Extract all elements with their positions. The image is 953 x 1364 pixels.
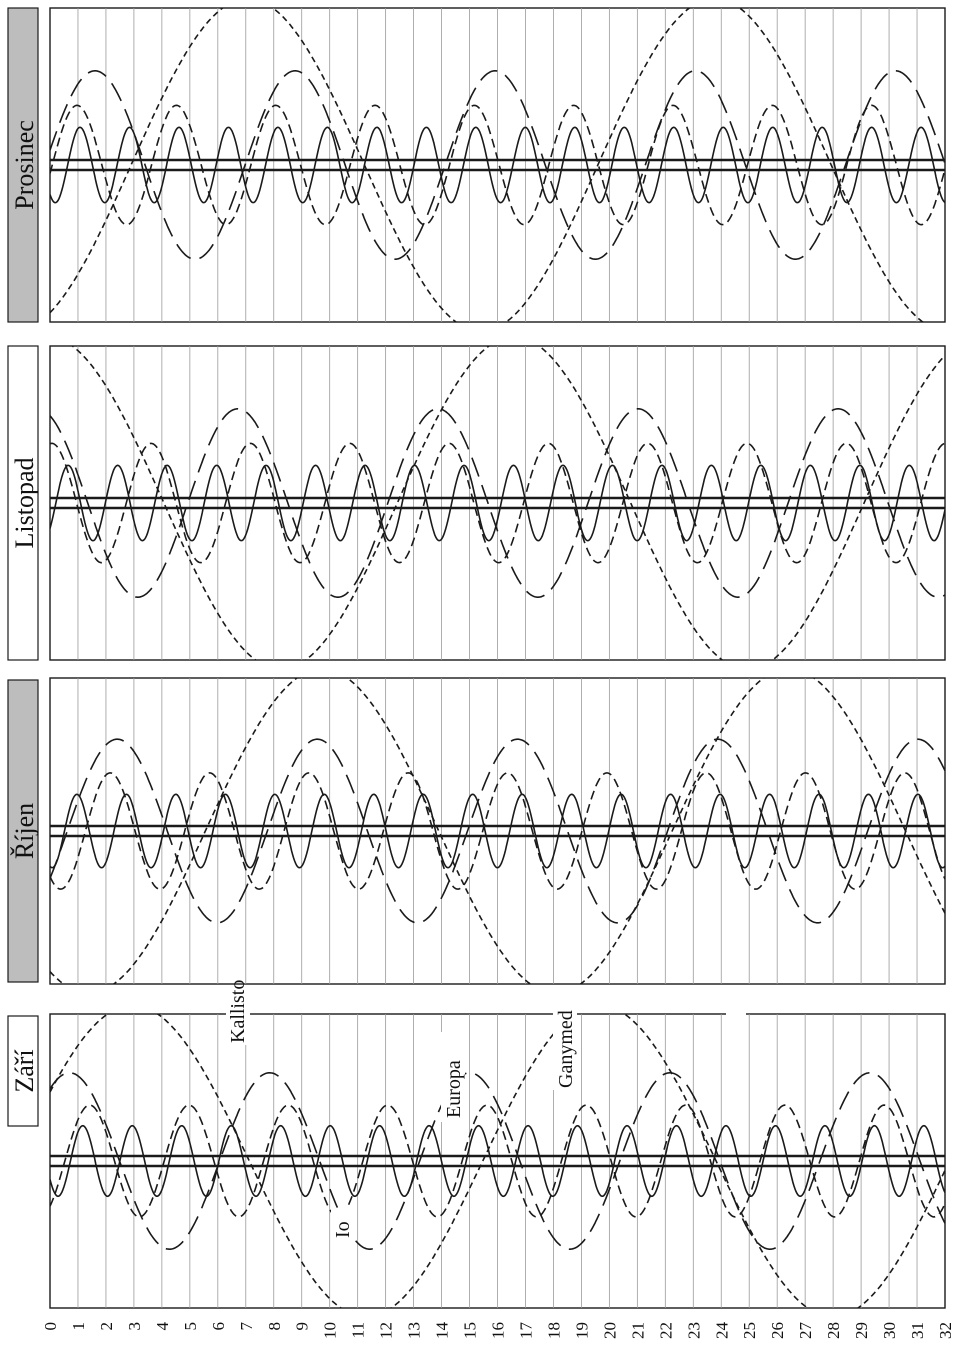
day-tick-30: 30 xyxy=(880,1322,899,1339)
curves xyxy=(50,678,945,984)
month-label: Prosinec xyxy=(10,120,39,210)
moon-label-ganymed: Ganymed xyxy=(555,1010,577,1088)
day-tick-32: 32 xyxy=(936,1322,953,1339)
day-tick-27: 27 xyxy=(796,1322,815,1340)
day-tick-15: 15 xyxy=(461,1322,480,1339)
curve-Ganymed xyxy=(50,408,945,598)
day-tick-26: 26 xyxy=(768,1322,787,1339)
day-tick-28: 28 xyxy=(824,1322,843,1339)
moon-label-io: Io xyxy=(332,1221,354,1238)
day-tick-10: 10 xyxy=(321,1322,340,1339)
curve-Io xyxy=(50,126,945,204)
curve-Kallisto xyxy=(70,346,945,660)
day-tick-4: 4 xyxy=(153,1322,172,1331)
curve-Europa xyxy=(50,772,945,890)
day-tick-11: 11 xyxy=(349,1322,368,1338)
month-label: Září xyxy=(10,1049,39,1092)
month-panels: Září Říjen Listopad Prosinec xyxy=(7,7,946,1309)
curves xyxy=(50,1014,945,1308)
day-tick-2: 2 xyxy=(97,1322,116,1331)
day-tick-6: 6 xyxy=(209,1322,228,1331)
kallisto-label-bg xyxy=(226,985,250,1045)
curve-Europa xyxy=(50,104,945,226)
curve-Io xyxy=(50,793,945,869)
curves xyxy=(50,8,945,322)
day-tick-31: 31 xyxy=(908,1322,927,1339)
day-tick-labels: 0 1 2 3 4 5 6 7 8 9 10 11 12 13 14 15 16 17 18 19 20 21 22 23 24… xyxy=(41,1322,953,1340)
month-label-box xyxy=(7,345,39,661)
panel-Říjen: Říjen xyxy=(7,677,946,985)
month-label-box xyxy=(7,679,39,983)
day-tick-18: 18 xyxy=(544,1322,563,1339)
day-tick-9: 9 xyxy=(293,1322,312,1331)
day-tick-5: 5 xyxy=(181,1322,200,1331)
day-tick-13: 13 xyxy=(405,1322,424,1339)
day-tick-8: 8 xyxy=(265,1322,284,1331)
curve-Kallisto xyxy=(50,1014,945,1308)
month-label-box xyxy=(7,1015,39,1127)
curves xyxy=(50,346,945,660)
day-tick-7: 7 xyxy=(237,1322,256,1331)
month-label: Listopad xyxy=(10,458,39,549)
ganymed-label-bg xyxy=(553,985,577,1090)
curve-Io xyxy=(50,1124,945,1198)
day-tick-25: 25 xyxy=(740,1322,759,1339)
panel-Prosinec: Prosinec xyxy=(7,7,946,323)
month-label-box xyxy=(7,7,39,323)
curve-Io xyxy=(50,464,945,542)
gap-bg xyxy=(726,985,746,1025)
day-tick-21: 21 xyxy=(628,1322,647,1339)
curve-Ganymed xyxy=(50,738,945,924)
panel-Listopad: Listopad xyxy=(7,345,946,661)
day-tick-12: 12 xyxy=(377,1322,396,1339)
curve-Ganymed xyxy=(50,70,945,260)
day-tick-14: 14 xyxy=(433,1322,452,1340)
day-tick-3: 3 xyxy=(125,1322,144,1331)
io-label-bg xyxy=(331,1208,353,1240)
day-tick-22: 22 xyxy=(656,1322,675,1339)
day-tick-1: 1 xyxy=(69,1322,88,1331)
day-tick-24: 24 xyxy=(712,1322,731,1340)
day-tick-17: 17 xyxy=(516,1322,535,1340)
curve-Europa xyxy=(50,442,945,564)
panel-Září: Září xyxy=(7,1013,946,1309)
day-tick-20: 20 xyxy=(600,1322,619,1339)
day-tick-19: 19 xyxy=(572,1322,591,1339)
moon-labels: Kallisto Ganymed Europa Io xyxy=(226,980,746,1240)
day-tick-0: 0 xyxy=(41,1322,60,1331)
day-tick-23: 23 xyxy=(684,1322,703,1339)
europa-label-bg xyxy=(441,1032,465,1122)
moon-label-kallisto: Kallisto xyxy=(227,980,249,1043)
day-tick-29: 29 xyxy=(852,1322,871,1339)
month-label: Říjen xyxy=(10,803,39,859)
curve-Ganymed xyxy=(50,1072,945,1250)
moon-label-europa: Europa xyxy=(443,1060,465,1118)
day-tick-16: 16 xyxy=(489,1322,508,1339)
